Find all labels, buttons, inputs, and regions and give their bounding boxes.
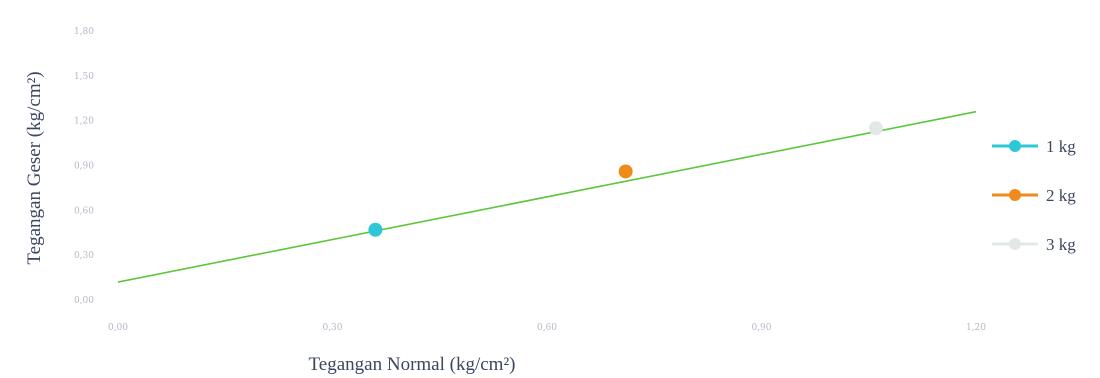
y-tick-label: 0,90 bbox=[74, 162, 94, 172]
data-point bbox=[868, 121, 883, 136]
legend-label: 1 kg bbox=[1046, 137, 1076, 156]
trendline bbox=[117, 110, 977, 283]
data-points-layer bbox=[368, 121, 883, 237]
x-tick-label: 0,90 bbox=[751, 323, 771, 333]
x-axis-ticks: 0,00 0,30 0,60 0,90 1,20 bbox=[108, 323, 986, 333]
legend-marker bbox=[1009, 140, 1021, 152]
y-tick-label: 1,80 bbox=[74, 27, 94, 37]
legend: 1 kg 2 kg 3 kg bbox=[992, 137, 1076, 254]
x-tick-label: 0,00 bbox=[108, 323, 128, 333]
data-point bbox=[368, 222, 383, 237]
x-tick-label: 0,30 bbox=[322, 323, 342, 333]
y-tick-label: 1,20 bbox=[74, 117, 94, 127]
y-axis-title: Tegangan Geser (kg/cm²) bbox=[24, 71, 45, 264]
legend-marker bbox=[1009, 189, 1021, 201]
trendline-layer bbox=[117, 110, 977, 283]
legend-marker bbox=[1009, 238, 1021, 250]
x-axis-title: Tegangan Normal (kg/cm²) bbox=[309, 354, 516, 375]
data-point bbox=[618, 164, 633, 179]
legend-label: 3 kg bbox=[1046, 235, 1076, 254]
y-tick-label: 0,00 bbox=[74, 296, 94, 306]
x-tick-label: 0,60 bbox=[537, 323, 557, 333]
y-tick-label: 0,60 bbox=[74, 206, 94, 216]
y-tick-label: 0,30 bbox=[74, 251, 94, 261]
x-tick-label: 1,20 bbox=[966, 323, 986, 333]
y-axis-ticks: 0,00 0,30 0,60 0,90 1,20 1,50 1,80 bbox=[74, 27, 94, 306]
y-tick-label: 1,50 bbox=[74, 72, 94, 82]
legend-label: 2 kg bbox=[1046, 186, 1076, 205]
